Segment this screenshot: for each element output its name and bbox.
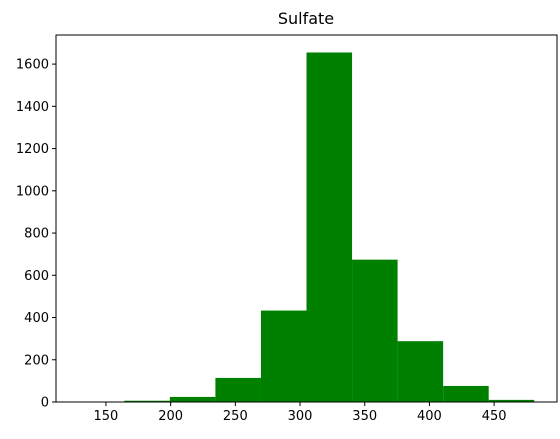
histogram-bar [261, 311, 307, 402]
histogram-bar [307, 52, 353, 402]
y-tick-label: 0 [41, 396, 49, 411]
y-tick-label: 1200 [16, 142, 49, 157]
x-tick-label: 150 [94, 409, 119, 424]
y-tick-label: 600 [24, 269, 49, 284]
bars-layer [79, 52, 534, 402]
y-tick-label: 1000 [16, 184, 49, 199]
y-tick-label: 400 [24, 311, 49, 326]
x-tick-label: 350 [352, 409, 377, 424]
x-tick-label: 250 [223, 409, 248, 424]
x-tick-label: 200 [158, 409, 183, 424]
histogram-bar [170, 397, 216, 402]
x-tick-label: 300 [288, 409, 313, 424]
y-tick-label: 1400 [16, 100, 49, 115]
histogram-bar [215, 378, 261, 402]
y-tick-label: 1600 [16, 58, 49, 73]
y-axis: 0 200 400 600 800 1000 1200 1400 1600 [16, 58, 56, 411]
x-tick-label: 400 [417, 409, 442, 424]
histogram-bar [352, 260, 398, 402]
y-tick-label: 800 [24, 227, 49, 242]
x-tick-label: 450 [482, 409, 507, 424]
histogram-bar [398, 341, 444, 402]
chart-title: Sulfate [278, 9, 334, 28]
histogram-bar [443, 386, 489, 402]
x-axis: 150 200 250 300 350 400 450 [94, 402, 507, 424]
y-tick-label: 200 [24, 353, 49, 368]
